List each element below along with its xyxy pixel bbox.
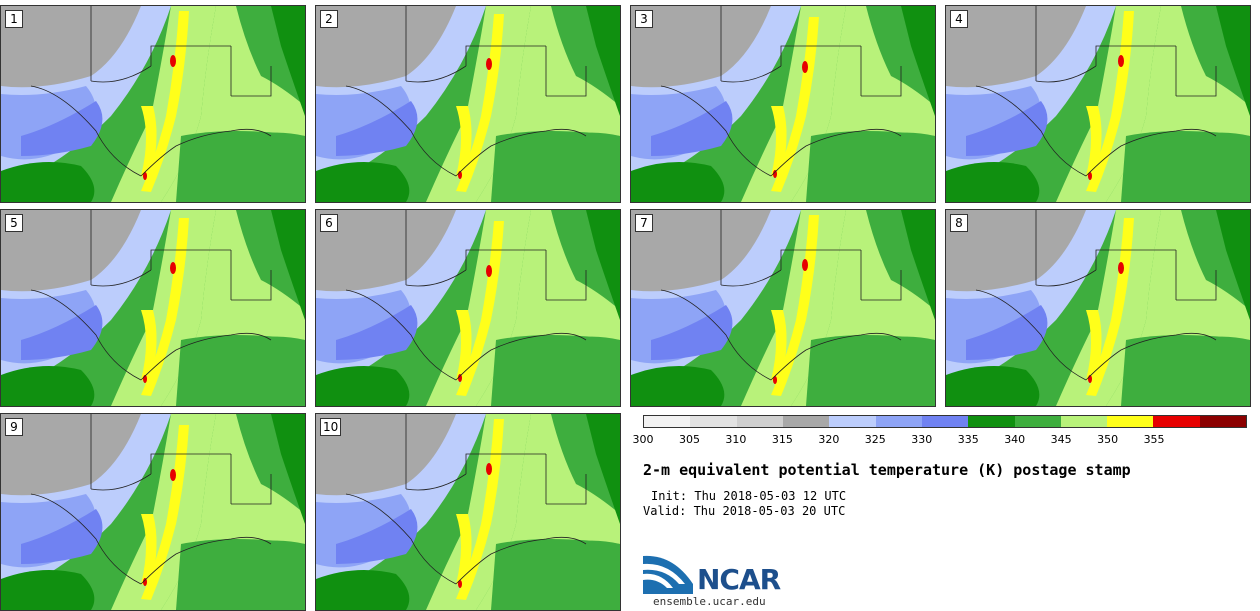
colorbar-segment <box>736 416 783 427</box>
map-panel: 2 <box>315 5 621 203</box>
colorbar-tick-label: 325 <box>864 433 886 446</box>
colorbar-segment <box>1153 416 1200 427</box>
member-number-label: 3 <box>635 10 653 28</box>
colorbar-segment <box>1199 416 1247 427</box>
logo-text: NCAR <box>697 563 781 596</box>
colorbar-tick-label: 345 <box>1050 433 1072 446</box>
colorbar-segment <box>829 416 876 427</box>
map-panel: 8 <box>945 209 1251 407</box>
colorbar-tick-label: 355 <box>1143 433 1165 446</box>
colorbar-segment <box>690 416 737 427</box>
colorbar-segment <box>921 416 969 427</box>
colorbar <box>643 415 1247 428</box>
member-number-label: 8 <box>950 214 968 232</box>
colorbar-segment <box>875 416 922 427</box>
member-number-label: 2 <box>320 10 338 28</box>
site-url: ensemble.ucar.edu <box>653 595 766 608</box>
colorbar-segment <box>968 416 1015 427</box>
colorbar-segment <box>644 416 691 427</box>
colorbar-segment <box>782 416 830 427</box>
member-number-label: 4 <box>950 10 968 28</box>
member-number-label: 1 <box>5 10 23 28</box>
map-panel: 7 <box>630 209 936 407</box>
map-panel: 5 <box>0 209 306 407</box>
map-panel: 3 <box>630 5 936 203</box>
init-time: Init: Thu 2018-05-03 12 UTC <box>651 489 847 503</box>
map-panel: 9 <box>0 413 306 611</box>
ncar-logo-icon <box>643 555 693 594</box>
colorbar-tick-label: 315 <box>771 433 793 446</box>
map-panel: 6 <box>315 209 621 407</box>
chart-title: 2-m equivalent potential temperature (K)… <box>643 461 1131 479</box>
member-number-label: 5 <box>5 214 23 232</box>
member-number-label: 7 <box>635 214 653 232</box>
colorbar-tick-label: 335 <box>957 433 979 446</box>
map-panel: 4 <box>945 5 1251 203</box>
valid-time: Valid: Thu 2018-05-03 20 UTC <box>643 504 846 518</box>
member-number-label: 10 <box>320 418 342 436</box>
member-number-label: 6 <box>320 214 338 232</box>
colorbar-tick-label: 330 <box>911 433 933 446</box>
map-panel: 10 <box>315 413 621 611</box>
colorbar-segment <box>1014 416 1061 427</box>
colorbar-tick-label: 350 <box>1097 433 1119 446</box>
map-panel: 1 <box>0 5 306 203</box>
colorbar-segment <box>1107 416 1154 427</box>
colorbar-tick-label: 340 <box>1004 433 1026 446</box>
colorbar-tick-label: 310 <box>725 433 747 446</box>
colorbar-tick-label: 305 <box>678 433 700 446</box>
colorbar-tick-label: 320 <box>818 433 840 446</box>
colorbar-tick-label: 300 <box>632 433 654 446</box>
member-number-label: 9 <box>5 418 23 436</box>
colorbar-segment <box>1060 416 1108 427</box>
